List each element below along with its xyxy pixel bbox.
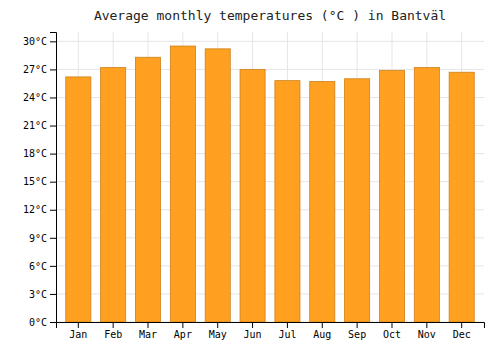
chart: 0°C 3°C 6°C 9°C 12°C 15°C 18°C 21°C 24°C 27°C 30°C…: [0, 0, 500, 350]
grid-line: [56, 41, 484, 42]
tick-mark: [391, 322, 392, 328]
tick-mark: [182, 322, 183, 328]
axis-line: [50, 33, 57, 323]
bar: [449, 72, 474, 322]
tick-label: 27°C: [23, 64, 47, 75]
tick-mark: [357, 322, 358, 328]
bars: [66, 46, 474, 322]
tick-label: 9°C: [29, 233, 47, 244]
grid: [56, 32, 484, 322]
tick-label: Jul: [278, 329, 296, 340]
bar: [275, 81, 300, 322]
tick: 0°C: [29, 317, 56, 328]
tick-mark: [113, 322, 114, 328]
tick: Aug: [313, 322, 331, 340]
tick-mark: [50, 322, 56, 323]
tick-label: Jan: [69, 329, 87, 340]
tick: May: [209, 322, 227, 340]
tick: 27°C: [23, 64, 56, 75]
tick-label: 12°C: [23, 204, 47, 215]
tick: Sep: [348, 322, 366, 340]
tick: Nov: [418, 322, 436, 340]
tick: 15°C: [23, 176, 56, 187]
tick: 3°C: [29, 289, 56, 300]
x-axis: Jan Feb Mar Apr May Jun Jul Aug Sep Oct Nov Dec: [57, 322, 485, 340]
tick: 6°C: [29, 261, 56, 272]
tick-label: 15°C: [23, 176, 47, 187]
tick-label: Apr: [174, 329, 192, 340]
bar: [379, 70, 404, 322]
tick-mark: [50, 294, 56, 295]
tick-label: Jun: [244, 329, 262, 340]
bar: [310, 82, 335, 322]
bar: [240, 69, 265, 322]
tick-label: Feb: [104, 329, 122, 340]
tick: 30°C: [23, 36, 56, 47]
tick-label: May: [209, 329, 227, 340]
tick-mark: [50, 266, 56, 267]
tick: Jun: [244, 322, 262, 340]
tick-label: 3°C: [29, 289, 47, 300]
bar: [414, 68, 439, 322]
tick: Feb: [104, 322, 122, 340]
tick: Dec: [453, 322, 471, 340]
tick: Jul: [278, 322, 296, 340]
tick: 21°C: [23, 120, 56, 131]
bar: [205, 49, 230, 322]
tick-label: 30°C: [23, 36, 47, 47]
tick-mark: [78, 322, 79, 328]
bar: [101, 68, 126, 322]
tick: Jan: [69, 322, 87, 340]
tick-mark: [217, 322, 218, 328]
tick-mark: [50, 210, 56, 211]
tick: Oct: [383, 322, 401, 340]
tick-label: Oct: [383, 329, 401, 340]
tick-mark: [148, 322, 149, 328]
tick-mark: [50, 126, 56, 127]
tick: Apr: [174, 322, 192, 340]
tick-label: Sep: [348, 329, 366, 340]
tick-label: 18°C: [23, 148, 47, 159]
tick: 9°C: [29, 233, 56, 244]
tick-mark: [461, 322, 462, 328]
tick-label: 0°C: [29, 317, 47, 328]
tick: 12°C: [23, 204, 56, 215]
title: Average monthly temperatures (°C ) in Ba…: [94, 8, 446, 23]
bar: [170, 46, 195, 322]
axis-line: [57, 323, 485, 329]
tick-label: Aug: [313, 329, 331, 340]
tick-mark: [50, 182, 56, 183]
plot: 0°C 3°C 6°C 9°C 12°C 15°C 18°C 21°C 24°C 27°C 30°C…: [23, 32, 485, 340]
tick-mark: [50, 238, 56, 239]
tick-label: Nov: [418, 329, 436, 340]
tick-mark: [426, 322, 427, 328]
tick-mark: [50, 97, 56, 98]
tick-label: 24°C: [23, 92, 47, 103]
bar: [345, 79, 370, 322]
tick-mark: [322, 322, 323, 328]
tick: 18°C: [23, 148, 56, 159]
tick-label: 21°C: [23, 120, 47, 131]
tick: 24°C: [23, 92, 56, 103]
y-axis: 0°C 3°C 6°C 9°C 12°C 15°C 18°C 21°C 24°C 27°C 30°C: [23, 33, 57, 328]
tick-label: Dec: [453, 329, 471, 340]
tick-mark: [287, 322, 288, 328]
bar: [66, 77, 91, 322]
tick-mark: [50, 69, 56, 70]
tick: Mar: [139, 322, 157, 340]
bar: [135, 57, 160, 322]
tick-label: 6°C: [29, 261, 47, 272]
tick-mark: [252, 322, 253, 328]
tick-label: Mar: [139, 329, 157, 340]
tick-mark: [50, 41, 56, 42]
tick-mark: [50, 154, 56, 155]
